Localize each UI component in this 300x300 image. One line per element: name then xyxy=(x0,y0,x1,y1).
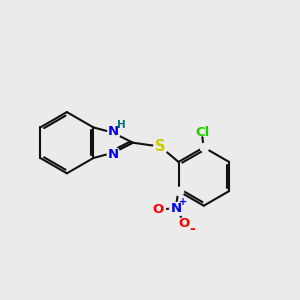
Text: H: H xyxy=(117,120,126,130)
Text: O: O xyxy=(179,217,190,230)
Text: +: + xyxy=(178,197,187,207)
Text: N: N xyxy=(107,148,118,161)
Text: N: N xyxy=(107,125,118,138)
Text: O: O xyxy=(152,203,164,216)
Text: S: S xyxy=(155,139,166,154)
Text: Cl: Cl xyxy=(195,126,209,139)
Text: N: N xyxy=(171,202,182,215)
Text: -: - xyxy=(190,222,195,236)
